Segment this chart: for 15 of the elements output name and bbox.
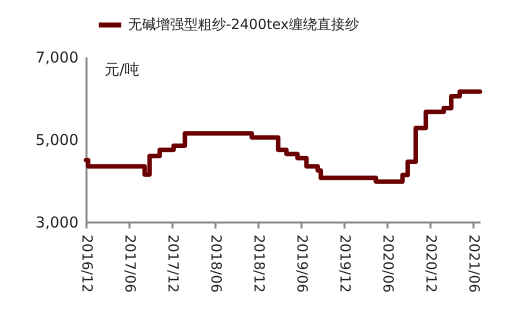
y-tick-label: 7,000	[36, 48, 78, 66]
x-tick-label: 2021/06	[465, 234, 482, 293]
x-tick-label: 2019/06	[293, 234, 310, 293]
x-tick-label: 2018/12	[250, 234, 266, 293]
x-tick-label: 2019/12	[336, 234, 352, 293]
x-tick-label: 2016/12	[78, 234, 94, 293]
x-tick-label: 2017/06	[121, 234, 138, 293]
y-tick-label: 3,000	[36, 214, 78, 232]
x-tick-label: 2017/12	[164, 234, 180, 293]
legend-label: 无碱增强型粗纱-2400tex缠绕直接纱	[128, 17, 359, 33]
x-tick-label: 2020/06	[379, 234, 396, 293]
x-tick-label: 2020/12	[422, 234, 439, 293]
y-tick-label: 5,000	[36, 131, 78, 149]
x-tick-label: 2018/06	[207, 234, 224, 293]
y-axis-title: 元/吨	[104, 60, 140, 78]
